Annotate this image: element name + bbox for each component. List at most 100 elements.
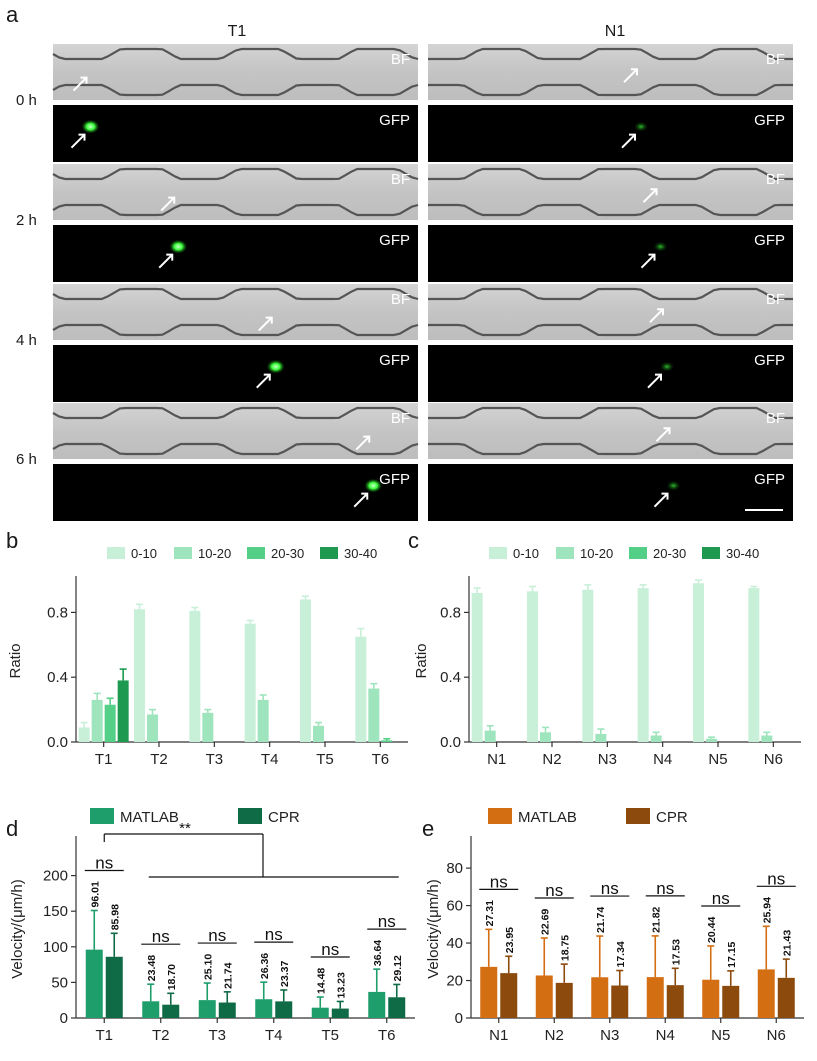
bf-image: [53, 403, 418, 459]
y-tick-label: 80: [446, 860, 463, 877]
ns-label: ns: [208, 926, 226, 945]
bf-arrow-head: [265, 316, 273, 324]
bf-image: [428, 284, 793, 340]
x-tick-label: N6: [767, 1027, 786, 1044]
bar-CPR-N4: [666, 985, 684, 1018]
gfp-cell-spot: [364, 478, 383, 493]
legend-label: 10-20: [580, 546, 613, 561]
gfp-image: [53, 345, 418, 402]
y-tick-label: 50: [51, 974, 68, 991]
data-label: 17.34: [615, 941, 627, 967]
gfp-arrow-head: [263, 373, 271, 381]
x-tick-label: T6: [372, 751, 390, 768]
x-tick-label: T4: [265, 1027, 283, 1044]
ns-label: ns: [265, 925, 283, 944]
panel-letter-c: c: [408, 528, 419, 553]
bar-20-30-T1: [104, 704, 116, 742]
data-label: 27.31: [484, 900, 496, 926]
bar-CPR-N6: [777, 977, 795, 1018]
legend-label: 20-30: [271, 546, 304, 561]
bar-MATLAB-T2: [142, 1001, 160, 1018]
bf-arrow-head: [168, 196, 176, 204]
bar-10-20-T6: [368, 688, 380, 742]
panel-letter-e: e: [422, 816, 434, 841]
gfp-label: GFP: [754, 471, 785, 488]
bar-0-10-T1: [78, 727, 90, 742]
bf-arrow-shaft: [160, 196, 175, 212]
y-tick-label: 20: [446, 973, 463, 990]
data-label: 21.74: [595, 907, 607, 933]
legend-label: CPR: [656, 809, 688, 826]
ns-label: ns: [601, 879, 619, 898]
data-label: 23.37: [279, 961, 291, 987]
gfp-label: GFP: [754, 232, 785, 249]
bar-10-20-T1: [91, 699, 103, 742]
y-tick-label: 0.4: [47, 669, 68, 686]
gfp-arrow-shaft: [640, 253, 656, 269]
sig-stars: **: [179, 820, 191, 837]
bf-arrow-head: [631, 68, 638, 76]
column-title-n1: N1: [605, 23, 626, 40]
data-label: 14.48: [315, 968, 327, 994]
channel-wall-top: [428, 47, 793, 61]
data-label: 85.98: [109, 904, 121, 930]
ns-label: ns: [95, 853, 113, 872]
legend-label: 0-10: [131, 546, 157, 561]
bar-10-20-T3: [202, 712, 214, 742]
bf-image: [53, 284, 418, 340]
bar-0-10-N5: [693, 583, 704, 742]
bar-MATLAB-T6: [368, 991, 386, 1018]
data-label: 21.82: [650, 906, 662, 932]
bar-MATLAB-N4: [646, 977, 664, 1018]
ns-label: ns: [545, 881, 563, 900]
data-label: 22.69: [539, 909, 551, 935]
y-tick-label: 100: [43, 939, 68, 956]
x-tick-label: N2: [542, 751, 561, 768]
data-label: 20.44: [706, 917, 718, 943]
bar-10-20-N3: [595, 733, 607, 742]
bar-10-20-N4: [650, 735, 662, 742]
panel-letter-b: b: [6, 528, 18, 553]
bf-arrow-shaft: [355, 435, 370, 451]
panel-letter-d: d: [6, 816, 18, 841]
gfp-arrow-head: [78, 133, 86, 141]
legend-swatch: [320, 547, 338, 559]
channel-wall-bottom: [428, 83, 793, 97]
legend-label: 0-10: [513, 546, 539, 561]
channel-wall-top: [428, 287, 793, 301]
bf-image: [428, 164, 793, 220]
x-tick-label: T2: [150, 751, 168, 768]
gfp-image: [53, 105, 418, 162]
bar-20-30-T6: [381, 740, 393, 742]
x-tick-label: T1: [95, 1027, 113, 1044]
legend-swatch: [90, 808, 114, 824]
gfp-arrow-shaft: [256, 373, 271, 389]
gfp-label: GFP: [379, 112, 410, 129]
bf-label: BF: [766, 171, 785, 188]
gfp-arrow-shaft: [621, 133, 636, 149]
panel-letter-a: a: [6, 2, 19, 27]
x-tick-label: N5: [711, 1027, 730, 1044]
bar-10-20-N1: [484, 730, 496, 742]
legend-label: 30-40: [726, 546, 759, 561]
bar-MATLAB-N5: [702, 979, 720, 1018]
y-tick-label: 200: [43, 868, 68, 885]
bar-CPR-T6: [388, 997, 406, 1018]
x-tick-label: T1: [95, 751, 113, 768]
bar-0-10-T2: [134, 609, 145, 742]
bar-0-10-N2: [527, 591, 538, 742]
ns-label: ns: [378, 912, 396, 931]
bf-arrow-head: [363, 435, 371, 443]
bar-MATLAB-T4: [255, 999, 273, 1018]
bar-CPR-N5: [722, 985, 740, 1018]
bf-arrow-head: [650, 188, 658, 196]
bar-0-10-T4: [244, 623, 256, 742]
data-label: 17.15: [726, 941, 738, 967]
data-label: 26.36: [259, 953, 271, 979]
gfp-cell-spot: [653, 241, 668, 252]
bar-MATLAB-N6: [757, 969, 775, 1018]
bf-image: [428, 44, 793, 100]
gfp-arrow-head: [655, 373, 662, 381]
bf-label: BF: [391, 51, 410, 68]
ns-label: ns: [321, 940, 339, 959]
